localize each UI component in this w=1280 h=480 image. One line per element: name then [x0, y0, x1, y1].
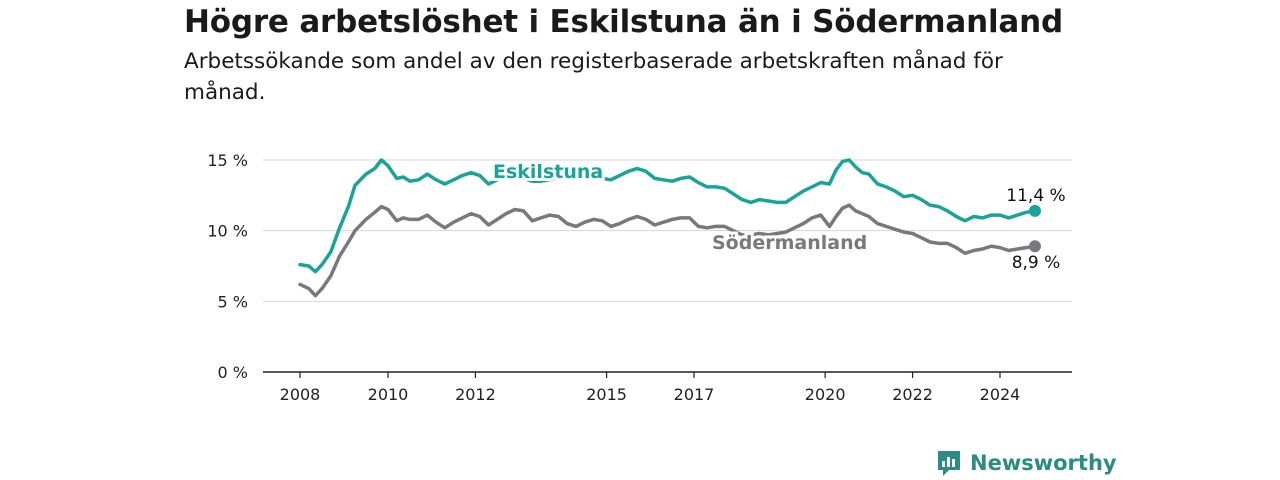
chart-title: Högre arbetslöshet i Eskilstuna än i Söd… — [184, 4, 1063, 40]
end-value-label-sodermanland: 8,9 % — [1012, 253, 1061, 273]
x-tick-label: 2020 — [805, 385, 846, 404]
brand-name: Newsworthy — [970, 451, 1117, 475]
chart-subtitle: Arbetssökande som andel av den registerb… — [184, 49, 1003, 105]
series-label-sodermanland: Södermanland — [712, 232, 867, 254]
x-tick-label: 2017 — [674, 385, 715, 404]
y-tick-label: 5 % — [218, 292, 248, 311]
end-point-s-dermanland — [1028, 240, 1041, 253]
x-tick-label: 2024 — [980, 385, 1021, 404]
y-tick-label: 0 % — [218, 363, 248, 382]
newsworthy-logo-icon — [938, 451, 960, 476]
series-label-eskilstuna: Eskilstuna — [493, 161, 603, 183]
series-labels: Eskilstuna Södermanland 11,4 % 8,9 % — [490, 158, 1066, 273]
x-tick-label: 2015 — [586, 385, 627, 404]
y-tick-label: 10 % — [207, 222, 248, 241]
newsworthy-logo[interactable]: Newsworthy — [936, 448, 1117, 478]
gridlines — [263, 159, 1072, 302]
end-value-label-eskilstuna: 11,4 % — [1006, 186, 1065, 206]
y-tick-label: 15 % — [207, 151, 248, 170]
x-tick-label: 2008 — [280, 385, 321, 404]
x-tick-label: 2022 — [892, 385, 933, 404]
series-lines — [298, 158, 1041, 298]
x-tick-label: 2012 — [455, 385, 496, 404]
end-point-eskilstuna — [1028, 204, 1041, 217]
x-axis: 2008 2010 2012 2015 2017 2020 2022 2024 — [263, 371, 1072, 404]
y-axis-ticks: 0 % 5 % 10 % 15 % — [207, 151, 248, 382]
series-line-s-dermanland — [298, 203, 1037, 298]
series-line-eskilstuna — [298, 158, 1037, 274]
line-chart: 0 %5 %10 %15 % 2008 2010 2012 2015 2017 2020 2… — [207, 151, 1072, 404]
x-tick-label: 2010 — [368, 385, 409, 404]
